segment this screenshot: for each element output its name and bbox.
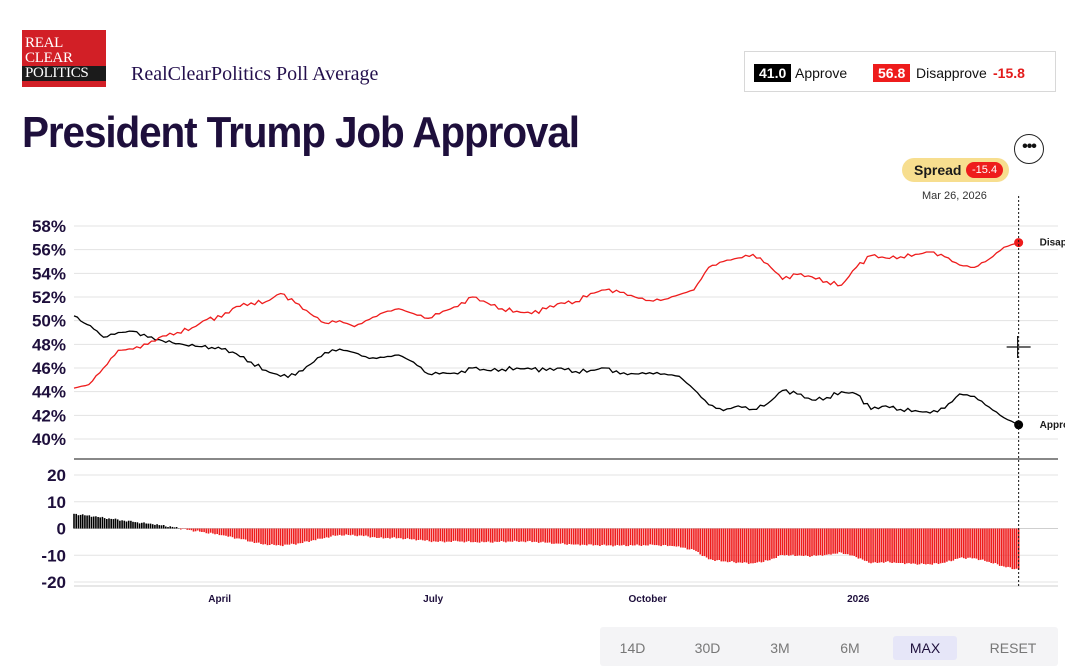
logo-line-1: REAL [25, 35, 63, 51]
range-6m-button[interactable]: 6M [840, 640, 860, 656]
range-max-button[interactable]: MAX [893, 636, 957, 660]
y-tick-label: 50% [32, 312, 66, 331]
y-tick-label: 44% [32, 383, 66, 402]
disapprove-end-label: Disapprove 56.6% [1040, 238, 1065, 249]
spread-label: Spread [914, 162, 962, 178]
y-tick-label: 52% [32, 288, 66, 307]
spread-badge: Spread -15.4 [902, 158, 1009, 182]
x-tick-label: October [629, 594, 667, 605]
y-tick-label: 40% [32, 430, 66, 449]
approve-label: Approve [795, 65, 848, 81]
page-title: President Trump Job Approval [22, 108, 580, 157]
spread-y-tick-label: 20 [47, 466, 66, 485]
x-tick-label: April [208, 594, 231, 605]
reset-button[interactable]: RESET [989, 640, 1037, 656]
logo-line-3: POLITICS [22, 66, 106, 81]
range-14d-button[interactable]: 14D [619, 640, 646, 656]
disapprove-value-badge: 56.8 [873, 64, 911, 82]
y-tick-label: 46% [32, 359, 66, 378]
x-tick-label: July [423, 594, 443, 605]
spread-y-tick-label: 0 [57, 520, 66, 539]
spread-y-tick-label: 10 [47, 493, 66, 512]
range-selector: 14D 30D 3M 6M MAX RESET [600, 627, 1058, 666]
y-tick-label: 42% [32, 406, 66, 425]
spread-y-tick-label: -10 [41, 546, 66, 565]
y-tick-label: 54% [32, 264, 66, 283]
y-tick-label: 56% [32, 241, 66, 260]
y-tick-label: 48% [32, 335, 66, 354]
logo-line-2: CLEAR [25, 50, 73, 66]
page-subtitle: RealClearPolitics Poll Average [131, 63, 379, 85]
y-tick-label: 58% [32, 217, 66, 236]
cursor-date: Mar 26, 2026 [922, 190, 987, 202]
spread-value: -15.4 [966, 162, 1004, 178]
approve-value-badge: 41.0 [754, 64, 792, 82]
approve-end-label: Approve 41.2% [1040, 420, 1065, 431]
approve-line [73, 315, 1019, 426]
summary-box: 41.0 Approve 56.8 Disapprove -15.8 [744, 51, 1056, 92]
range-3m-button[interactable]: 3M [770, 640, 790, 656]
x-tick-label: 2026 [847, 594, 870, 605]
more-options-button[interactable]: ••• [1014, 134, 1044, 164]
disapprove-label: Disapprove [916, 65, 987, 81]
disapprove-end-point [1014, 238, 1024, 248]
spread-y-tick-label: -20 [41, 573, 66, 592]
disapprove-line [73, 241, 1019, 389]
net-spread-value: -15.8 [993, 65, 1025, 81]
rcp-logo[interactable]: REAL CLEAR POLITICS [22, 30, 106, 87]
range-30d-button[interactable]: 30D [694, 640, 721, 656]
